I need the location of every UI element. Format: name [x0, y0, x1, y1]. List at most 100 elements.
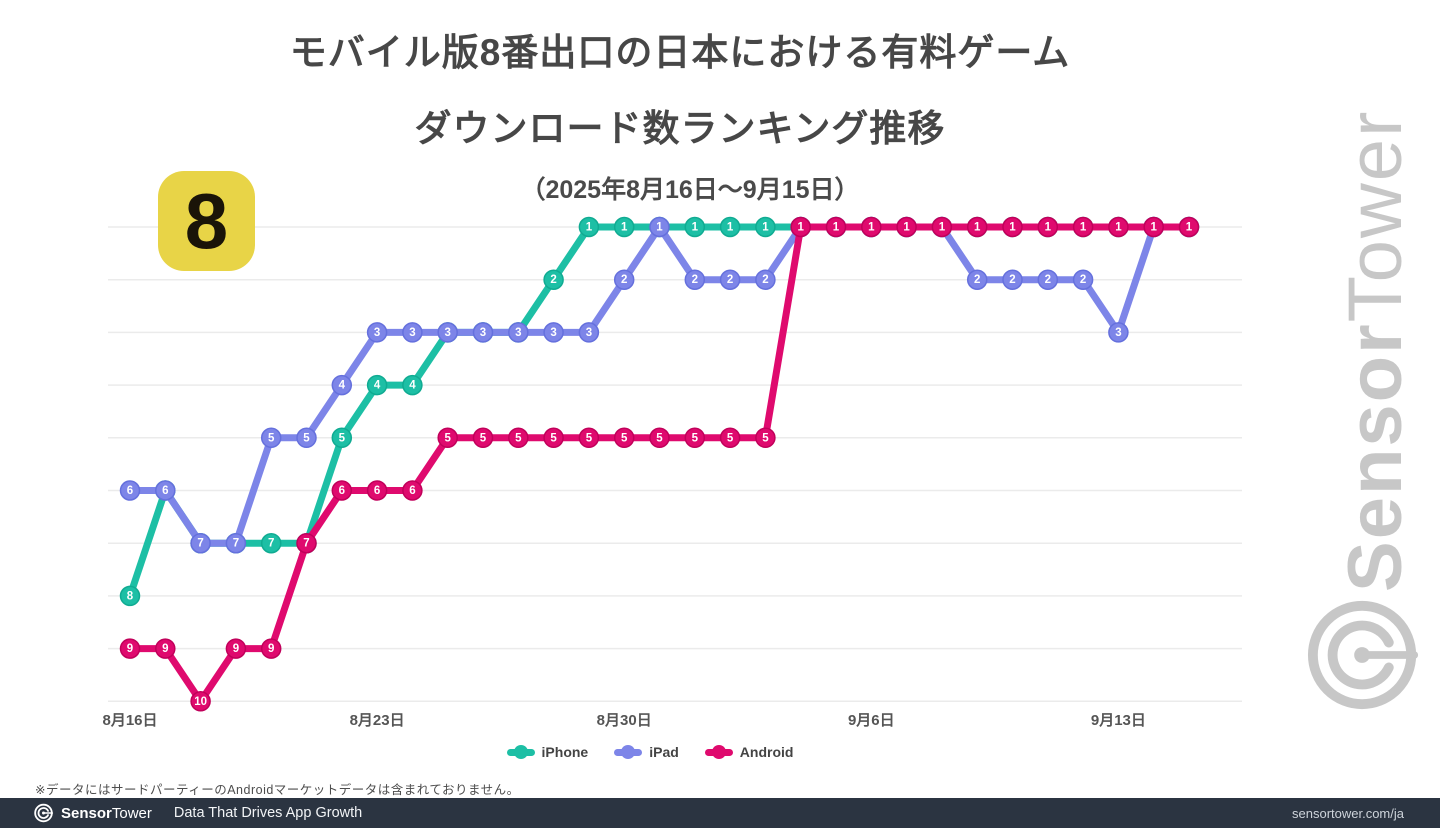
data-point-android [1178, 216, 1200, 238]
data-point-label-android: 5 [727, 432, 734, 444]
data-point-label-iphone: 1 [692, 222, 699, 234]
data-point-ipad [296, 427, 317, 449]
data-point-iphone [119, 585, 141, 607]
data-point-label-ipad: 2 [1080, 274, 1086, 286]
game-app-icon-exit8: 8 [158, 171, 255, 271]
data-point-label-android: 6 [409, 485, 415, 497]
data-point-label-ipad: 3 [1115, 327, 1121, 339]
data-point-label-android: 1 [797, 222, 804, 234]
data-point-android [296, 532, 317, 554]
data-point-ipad [366, 322, 388, 343]
legend-marker-ipad [614, 745, 643, 759]
data-point-ipad [966, 269, 988, 290]
data-point-label-android: 6 [339, 485, 345, 497]
data-point-iphone [260, 532, 282, 554]
data-point-label-iphone: 7 [268, 538, 274, 550]
data-point-label-android: 1 [1186, 222, 1193, 234]
data-point-iphone [543, 269, 564, 290]
legend-item-iphone: iPhone [506, 744, 589, 760]
chart-legend: iPhone iPad Android [0, 744, 1300, 760]
data-point-android [649, 427, 670, 449]
data-point-iphone [402, 374, 423, 396]
data-point-android [1143, 216, 1164, 238]
data-point-ipad [190, 532, 211, 554]
data-point-label-android: 1 [1045, 222, 1052, 234]
footer-brand-bold: Sensor [61, 804, 112, 822]
chart-title-line2: ダウンロード数ランキング推移 [414, 108, 946, 149]
data-point-label-android: 5 [444, 432, 451, 444]
data-point-android [613, 427, 635, 449]
legend-label-android: Android [739, 744, 794, 760]
app-icon-number: 8 [184, 177, 229, 265]
data-point-label-android: 9 [268, 643, 274, 655]
legend-label-ipad: iPad [649, 744, 679, 760]
data-point-ipad [1072, 269, 1094, 290]
ranking-line-chart: 8月16日 8月23日 8月30日 9月6日 9月13日 8 6 7 7 7 7 5 4 4 3 3 3 2 1 1 1… [102, 216, 1242, 729]
data-point-label-ipad: 3 [480, 327, 486, 339]
data-point-label-ipad: 6 [162, 485, 168, 497]
data-point-ipad [437, 322, 458, 343]
data-point-label-ipad: 4 [339, 380, 346, 392]
data-point-label-iphone: 4 [374, 380, 381, 392]
data-point-label-iphone: 4 [409, 380, 416, 392]
footer-tagline: Data That Drives App Growth [173, 805, 363, 821]
legend-marker-iphone [506, 745, 535, 759]
data-point-ipad [331, 374, 353, 396]
data-point-iphone [613, 216, 635, 238]
data-point-label-ipad: 3 [515, 327, 521, 339]
data-point-android [260, 638, 282, 659]
footer-bar: SensorTower Data That Drives App Growth … [0, 798, 1440, 828]
data-point-label-android: 6 [374, 485, 380, 497]
data-point-ipad [225, 532, 247, 554]
data-point-android [1037, 216, 1059, 238]
data-point-ipad [543, 322, 564, 343]
data-point-android [1072, 216, 1094, 238]
chart-area: 8月16日 8月23日 8月30日 9月6日 9月13日 8 6 7 7 7 7 5 4 4 3 3 3 2 1 1 1… [0, 195, 1300, 755]
data-point-android [331, 480, 353, 501]
data-point-label-android: 5 [586, 432, 593, 444]
data-point-label-ipad: 7 [233, 538, 239, 550]
data-point-iphone [719, 216, 741, 238]
watermark-brand-bold: Sensor [1333, 322, 1418, 592]
data-point-label-ipad: 3 [409, 327, 415, 339]
data-point-label-ipad: 7 [197, 538, 203, 550]
x-tick-label: 8月16日 [102, 712, 157, 729]
data-point-android [119, 638, 141, 659]
data-point-ipad [755, 269, 776, 290]
legend-item-ipad: iPad [614, 744, 679, 760]
data-point-android [472, 427, 494, 449]
data-point-android [402, 480, 423, 501]
data-point-label-ipad: 2 [1009, 274, 1015, 286]
legend-marker-android [704, 745, 733, 759]
data-point-android [1002, 216, 1023, 238]
data-point-ipad [684, 269, 706, 290]
sensortower-gauge-logo-watermark [1307, 600, 1419, 710]
legend-label-iphone: iPhone [541, 744, 589, 760]
data-point-label-ipad: 2 [727, 274, 733, 286]
data-point-ipad [1037, 269, 1059, 290]
data-point-ipad [1002, 269, 1023, 290]
data-point-label-ipad: 2 [762, 274, 768, 286]
data-point-label-ipad: 1 [656, 222, 663, 234]
chart-title-line1: モバイル版8番出口の日本における有料ゲーム [289, 32, 1071, 73]
data-point-android [966, 216, 988, 238]
data-point-iphone [331, 427, 353, 449]
data-point-label-iphone: 1 [621, 222, 628, 234]
footer-brand-light: Tower [111, 804, 152, 822]
data-point-label-android: 5 [515, 432, 522, 444]
data-point-label-android: 1 [833, 222, 840, 234]
data-point-label-android: 5 [480, 432, 487, 444]
data-point-label-ipad: 3 [586, 327, 592, 339]
data-point-android [366, 480, 388, 501]
data-point-label-iphone: 8 [127, 590, 134, 602]
data-point-label-android: 1 [903, 222, 910, 234]
data-point-ipad [155, 480, 176, 501]
sensortower-watermark-text: SensorTower [1333, 92, 1418, 592]
data-point-android [896, 216, 917, 238]
data-point-android [931, 216, 953, 238]
data-point-label-android: 1 [1080, 222, 1087, 234]
data-point-label-ipad: 5 [303, 432, 310, 444]
data-point-ipad [119, 480, 141, 501]
data-point-label-ipad: 2 [1045, 274, 1051, 286]
data-point-label-ipad: 3 [374, 327, 380, 339]
